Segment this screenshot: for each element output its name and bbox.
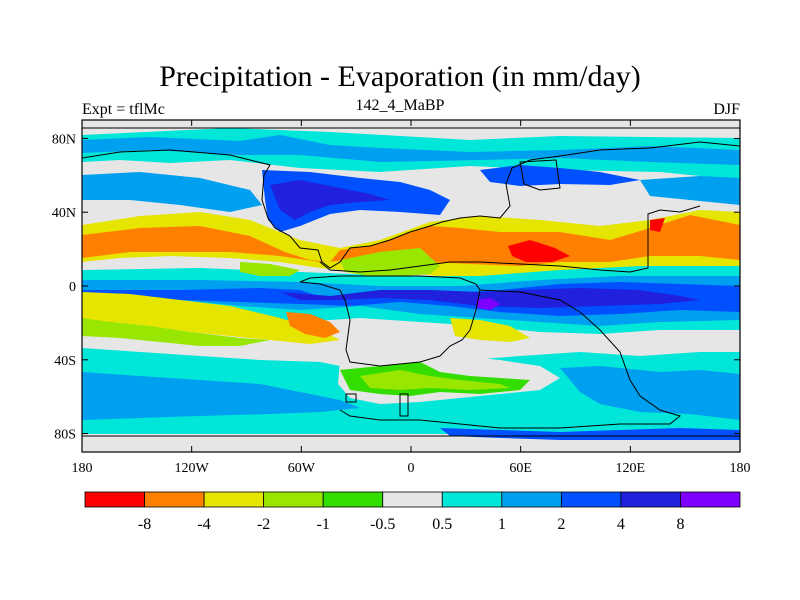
colorbar-label: 0.5	[432, 516, 452, 533]
y-tick-label: 80S	[54, 428, 76, 443]
colorbar-swatch	[441, 491, 503, 508]
y-tick-label: 80N	[52, 132, 76, 147]
y-tick-label: 0	[69, 280, 76, 295]
continent-outlines	[82, 127, 740, 437]
outline-north-land	[82, 141, 740, 269]
x-tick-label: 120W	[175, 461, 210, 476]
x-axis: 180 120W 60W 0 60E 120E 180	[72, 120, 751, 476]
colorbar-label: 2	[557, 516, 565, 533]
colorbar-swatch	[203, 491, 265, 508]
outline-laurasia-south	[319, 205, 701, 273]
contour-asia-blue	[480, 165, 640, 186]
outline-north-coast	[82, 127, 740, 158]
contour-antarctic-blue	[440, 428, 740, 440]
colorbar-swatch	[382, 491, 443, 508]
x-tick-label: 60W	[288, 461, 316, 476]
contour-spac-orange	[286, 312, 340, 338]
x-tick-label: 0	[408, 461, 415, 476]
contour-spac-yellow	[82, 292, 340, 344]
y-axis: 80N 40N 0 40S 80S	[52, 132, 740, 443]
period-label: 142_4_MaBP	[355, 97, 445, 114]
colorbar: -8 -4 -2 -1 -0.5 0.5 1 2 4 8	[84, 491, 741, 533]
contour-africa-green	[340, 248, 440, 276]
colorbar-swatch	[322, 491, 384, 508]
season-label: DJF	[713, 101, 740, 118]
contour-npac-red	[650, 218, 665, 232]
x-tick-label: 180	[72, 461, 93, 476]
colorbar-label: -8	[138, 516, 151, 533]
outline-gondwana	[299, 275, 481, 367]
colorbar-swatch	[501, 491, 562, 508]
colorbar-label: -0.5	[370, 516, 395, 533]
contour-field	[82, 120, 740, 452]
y-tick-label: 40N	[52, 206, 76, 221]
x-tick-label: 180	[730, 461, 751, 476]
colorbar-label: 1	[498, 516, 506, 533]
contour-so-lightgreen	[360, 370, 510, 390]
contour-south-green	[82, 318, 270, 346]
colorbar-swatch	[144, 491, 205, 508]
contour-so-blue-east	[560, 366, 740, 420]
contour-npac-blue	[82, 172, 262, 212]
outline-island-1	[345, 393, 357, 403]
chart-title: Precipitation - Evaporation (in mm/day)	[159, 60, 641, 93]
x-tick-label: 60E	[509, 461, 532, 476]
contour-npac-cyan-east	[640, 176, 740, 205]
colorbar-label: -4	[197, 516, 210, 533]
contour-arctic-blue	[82, 135, 740, 165]
contour-so-blue	[82, 372, 360, 420]
colorbar-label: -2	[257, 516, 270, 533]
x-tick-label: 120E	[616, 461, 646, 476]
contour-trop-violet	[476, 298, 500, 310]
y-tick-label: 40S	[54, 354, 76, 369]
experiment-label: Expt = tflMc	[82, 101, 165, 118]
colorbar-swatch	[84, 491, 145, 508]
colorbar-swatch	[560, 491, 622, 508]
outline-arctic-island	[519, 159, 561, 191]
colorbar-label: 4	[617, 516, 625, 533]
outline-island-2	[399, 393, 409, 417]
contour-natl-darkblue	[270, 180, 390, 220]
contour-nsub-orange	[82, 215, 740, 266]
colorbar-swatch	[263, 491, 324, 508]
contour-natl-sub-green	[240, 262, 300, 276]
colorbar-label: -1	[317, 516, 330, 533]
contour-antarctic-cyan	[82, 420, 740, 434]
colorbar-label: 8	[676, 516, 684, 533]
outline-east-gondwana	[339, 289, 682, 429]
colorbar-swatch	[680, 491, 741, 508]
contour-nsub-red	[508, 240, 570, 262]
contour-sio-yellow	[450, 318, 530, 342]
colorbar-swatch	[620, 491, 681, 508]
